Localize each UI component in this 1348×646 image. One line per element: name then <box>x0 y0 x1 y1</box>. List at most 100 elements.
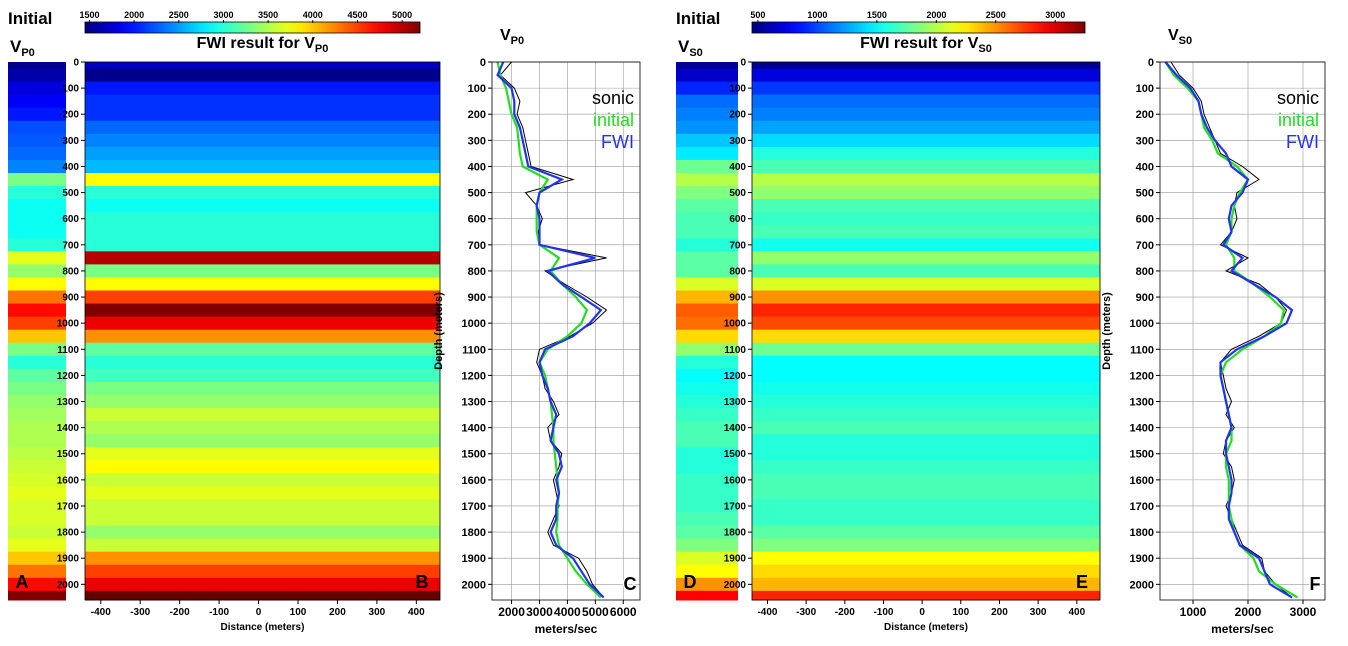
initial-band <box>8 199 66 213</box>
x-tick-label: 200 <box>329 607 346 618</box>
panel-label: B <box>416 572 429 592</box>
fwi-band <box>85 564 440 579</box>
initial-band <box>676 564 738 579</box>
fwi-band <box>85 133 440 148</box>
y-tick-label: 1600 <box>57 475 80 486</box>
fwi-band <box>85 551 440 566</box>
fwi-band <box>752 62 1100 70</box>
log-y-tick-label: 400 <box>468 161 486 173</box>
initial-band <box>676 94 738 109</box>
fwi-band <box>752 81 1100 96</box>
log-title: VS0 <box>1168 27 1192 47</box>
fwi-band <box>752 590 1100 601</box>
initial-band <box>676 408 738 422</box>
log-y-tick-label: 1200 <box>462 370 486 382</box>
y-tick-label: 1000 <box>724 319 747 330</box>
initial-label: Initial <box>8 9 52 28</box>
initial-band <box>676 434 738 448</box>
initial-band <box>676 199 738 213</box>
initial-band <box>676 381 738 396</box>
y-tick-label: 1500 <box>57 449 80 460</box>
subscript: P0 <box>315 43 328 55</box>
fwi-band <box>85 264 440 278</box>
fwi-band <box>85 421 440 435</box>
y-tick-label: 200 <box>62 110 79 121</box>
symbol: V <box>10 37 22 56</box>
fwi-band <box>85 199 440 213</box>
legend-entry: sonic <box>1277 88 1319 108</box>
fwi-band <box>752 342 1100 357</box>
initial-band <box>8 434 66 448</box>
initial-band <box>676 551 738 566</box>
initial-band <box>8 447 66 461</box>
log-x-tick-label: 2000 <box>1235 605 1262 619</box>
colorbar-tick-label: 4000 <box>303 10 323 20</box>
symbol: V <box>500 27 511 44</box>
y-tick-label: 500 <box>729 188 746 199</box>
log-x-tick-label: 5000 <box>582 605 609 619</box>
y-tick-label: 1800 <box>57 528 80 539</box>
initial-band <box>8 146 66 161</box>
colorbar-tick-label: 1500 <box>79 10 99 20</box>
x-tick-label: 400 <box>1068 607 1085 618</box>
y-tick-label: 0 <box>740 58 746 69</box>
fwi-band <box>752 94 1100 109</box>
fwi-band <box>85 355 440 370</box>
initial-band <box>8 538 66 553</box>
fwi-band <box>85 460 440 474</box>
initial-band <box>676 62 738 70</box>
fwi-band <box>85 486 440 500</box>
initial-band <box>8 512 66 527</box>
log-y-tick-label: 300 <box>1136 135 1154 147</box>
legend-entry: initial <box>1278 110 1319 130</box>
log-line <box>1164 61 1294 599</box>
initial-band <box>676 172 738 187</box>
initial-band <box>8 81 66 96</box>
y-tick-label: 300 <box>729 136 746 147</box>
log-y-tick-label: 1900 <box>1130 553 1154 565</box>
log-y-tick-label: 900 <box>1136 292 1154 304</box>
log-y-tick-label: 1300 <box>1130 397 1154 409</box>
fwi-band <box>85 68 440 83</box>
colorbar <box>84 21 421 34</box>
fwi-band <box>85 238 440 252</box>
initial-band <box>676 251 738 265</box>
initial-band <box>8 251 66 265</box>
y-tick-label: 1400 <box>724 423 747 434</box>
initial-symbol: VS0 <box>678 37 703 59</box>
fwi-band <box>752 277 1100 292</box>
x-tick-label: 0 <box>919 607 925 618</box>
initial-band <box>8 329 66 344</box>
log-y-tick-label: 100 <box>468 83 486 95</box>
fwi-band <box>85 512 440 527</box>
fwi-band <box>752 107 1100 122</box>
initial-band <box>8 525 66 540</box>
panel-label: A <box>16 572 29 592</box>
y-tick-label: 1500 <box>724 449 747 460</box>
fwi-band <box>85 316 440 331</box>
x-axis-label: Distance (meters) <box>221 622 305 633</box>
log-y-tick-label: 1100 <box>462 344 486 356</box>
initial-band <box>8 303 66 318</box>
fwi-band <box>85 186 440 200</box>
initial-band <box>8 421 66 435</box>
y-tick-label: 400 <box>62 162 79 173</box>
initial-band <box>676 512 738 527</box>
initial-band <box>8 290 66 305</box>
y-tick-label: 1300 <box>724 397 747 408</box>
fwi-band <box>752 381 1100 396</box>
fwi-band <box>752 120 1100 135</box>
subscript: S0 <box>1179 35 1192 47</box>
initial-band <box>676 329 738 344</box>
initial-band <box>676 303 738 318</box>
y-tick-label: 1900 <box>57 554 80 565</box>
fwi-band <box>85 159 440 174</box>
fwi-band <box>85 499 440 514</box>
x-tick-label: 100 <box>290 607 307 618</box>
initial-band <box>8 342 66 357</box>
log-x-tick-label: 6000 <box>610 605 637 619</box>
panel-label: C <box>624 574 637 594</box>
initial-band <box>676 525 738 540</box>
fwi-band <box>752 329 1100 344</box>
